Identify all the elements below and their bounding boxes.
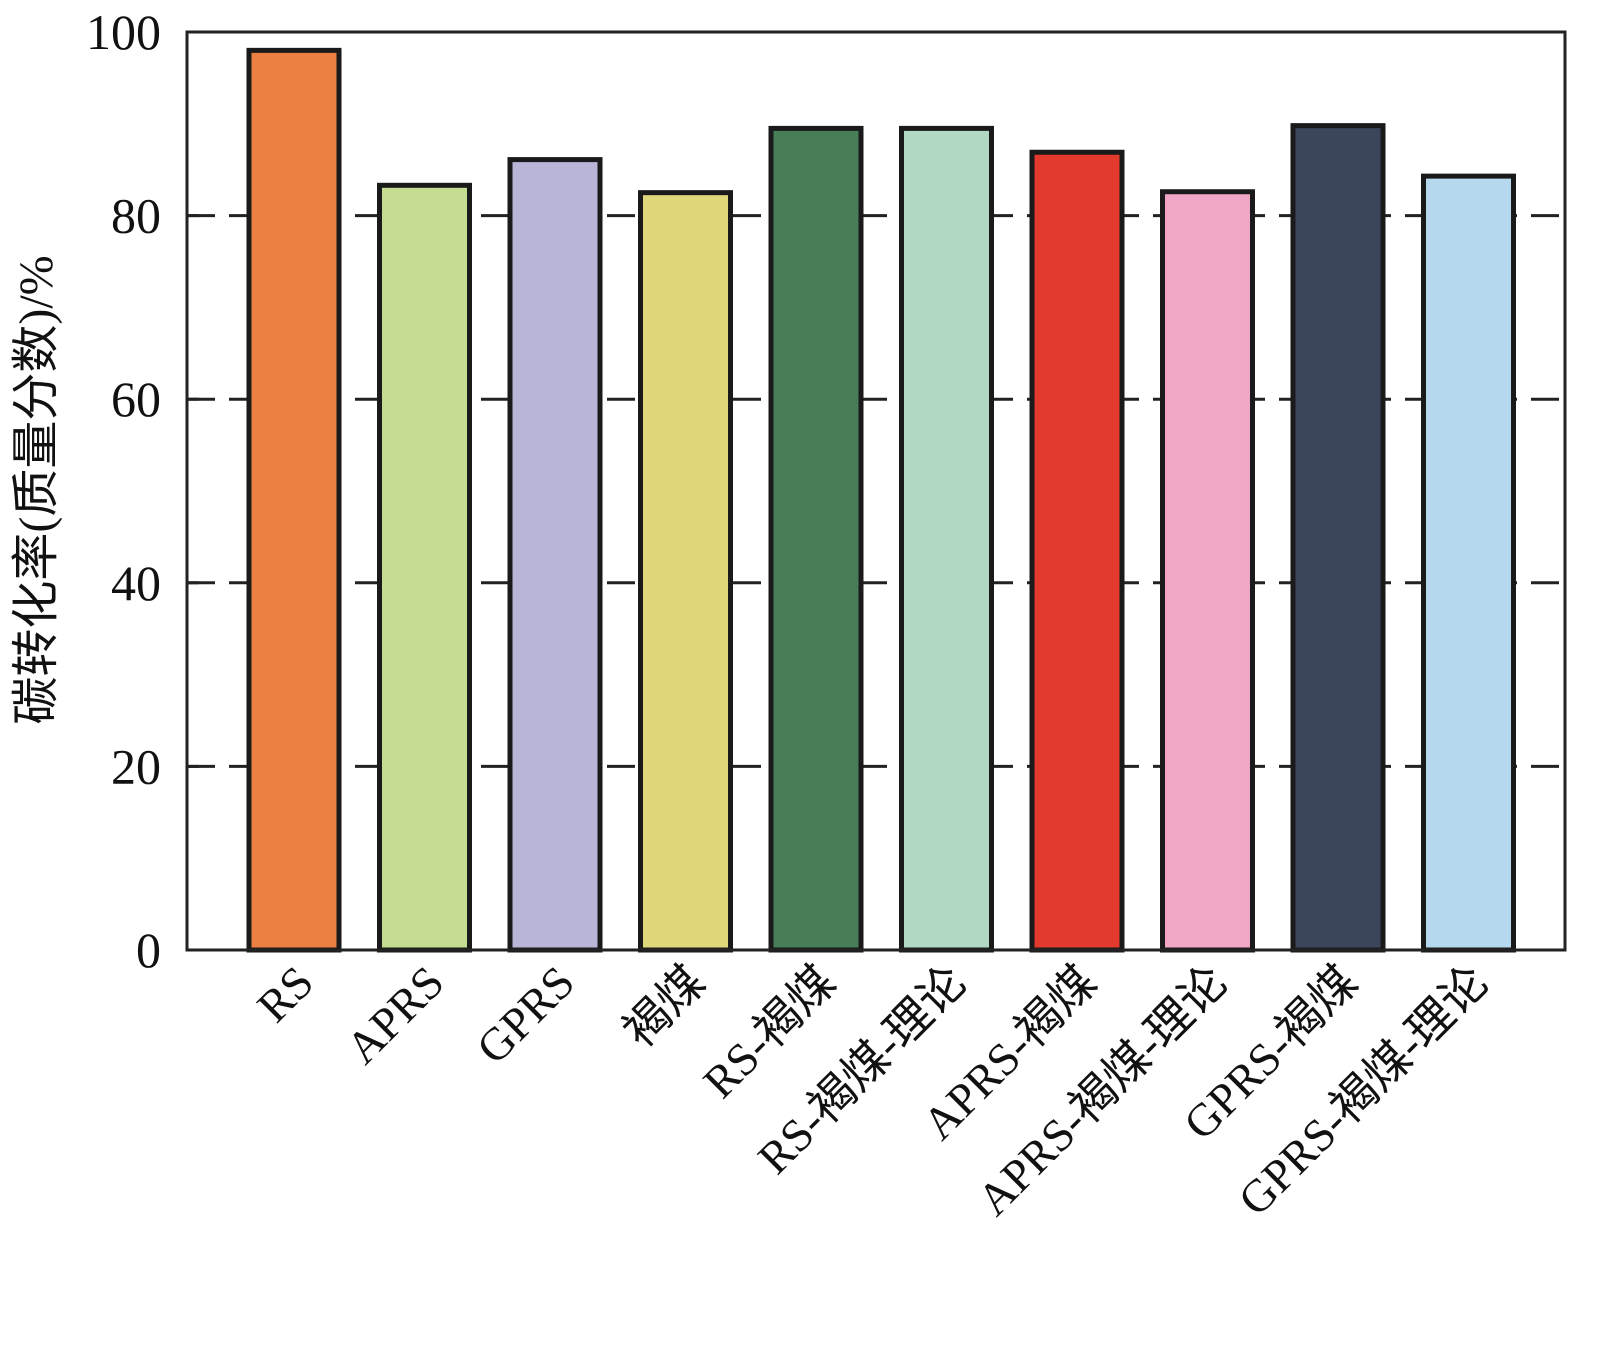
x-tick-label: GPRS — [467, 956, 584, 1073]
y-tick-label: 80 — [111, 188, 161, 244]
y-tick-label: 100 — [86, 4, 161, 60]
bar — [1290, 123, 1386, 953]
bars — [246, 47, 1516, 953]
y-axis-label: 碳转化率(质量分数)/% — [10, 255, 63, 724]
x-tick-label: GPRS-褐煤-理论 — [1228, 956, 1497, 1225]
bar — [377, 182, 472, 953]
bar — [638, 190, 733, 953]
y-tick-label: 0 — [136, 922, 161, 978]
bar — [246, 47, 342, 953]
y-tick-label: 60 — [111, 371, 161, 427]
bar — [899, 125, 994, 953]
y-tick-label: 20 — [111, 738, 161, 794]
x-tick-label: RS — [247, 956, 323, 1032]
x-axis-labels: RS APRS GPRS 褐煤RS-褐煤RS-褐煤-理论APRS-褐煤APRS-褐煤-… — [247, 956, 1497, 1225]
y-axis-ticks: 0 20 40 60 80 100 — [86, 4, 199, 978]
y-tick-label: 40 — [111, 555, 161, 611]
bar — [507, 157, 603, 953]
x-tick-label: APRS — [336, 956, 453, 1073]
plot-frame — [185, 30, 1567, 952]
bar — [1029, 149, 1125, 953]
bar — [1160, 189, 1255, 953]
bar — [768, 125, 864, 953]
x-tick-label: 褐煤 — [613, 956, 714, 1057]
bar — [1421, 173, 1516, 953]
